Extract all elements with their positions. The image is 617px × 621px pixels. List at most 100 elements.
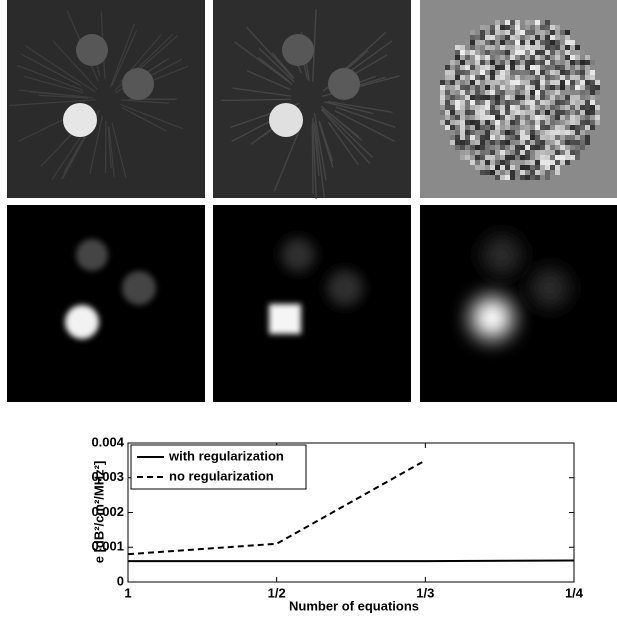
noise-cell: [480, 130, 485, 135]
noise-cell: [590, 70, 595, 75]
noise-cell: [505, 170, 510, 175]
noise-cell: [560, 150, 565, 155]
noise-cell: [500, 60, 505, 65]
noise-cell: [565, 60, 570, 65]
noise-cell: [490, 105, 495, 110]
noise-cell: [565, 150, 570, 155]
noise-cell: [465, 40, 470, 45]
noise-cell: [545, 105, 550, 110]
noise-cell: [440, 120, 445, 125]
noise-cell: [510, 145, 515, 150]
noise-cell: [585, 100, 590, 105]
noise-cell: [520, 45, 525, 50]
noise-cell: [550, 30, 555, 35]
noise-cell: [525, 25, 530, 30]
noise-cell: [545, 120, 550, 125]
noise-cell: [590, 75, 595, 80]
noise-cell: [465, 155, 470, 160]
noise-cell: [560, 30, 565, 35]
noise-cell: [470, 35, 475, 40]
noise-cell: [555, 120, 560, 125]
noise-cell: [575, 60, 580, 65]
noise-cell: [505, 100, 510, 105]
noise-cell: [505, 145, 510, 150]
noise-cell: [585, 130, 590, 135]
noise-cell: [565, 120, 570, 125]
noise-cell: [515, 35, 520, 40]
noise-cell: [460, 150, 465, 155]
noise-cell: [545, 170, 550, 175]
noise-cell: [500, 80, 505, 85]
noise-cell: [550, 70, 555, 75]
noise-cell: [520, 115, 525, 120]
noise-cell: [465, 140, 470, 145]
noise-cell: [495, 100, 500, 105]
noise-cell: [530, 80, 535, 85]
noise-cell: [505, 50, 510, 55]
noise-cell: [495, 55, 500, 60]
noise-cell: [520, 25, 525, 30]
noise-cell: [535, 160, 540, 165]
noise-cell: [590, 120, 595, 125]
noise-cell: [505, 105, 510, 110]
noise-cell: [535, 170, 540, 175]
noise-cell: [530, 130, 535, 135]
noise-cell: [540, 80, 545, 85]
noise-cell: [470, 125, 475, 130]
noise-cell: [550, 40, 555, 45]
noise-cell: [480, 145, 485, 150]
noise-cell: [450, 135, 455, 140]
noise-cell: [530, 145, 535, 150]
noise-cell: [485, 115, 490, 120]
noise-cell: [470, 135, 475, 140]
noise-cell: [515, 60, 520, 65]
noise-cell: [550, 35, 555, 40]
noise-cell: [540, 85, 545, 90]
noise-cell: [555, 105, 560, 110]
noise-cell: [510, 45, 515, 50]
noise-cell: [510, 35, 515, 40]
noise-cell: [565, 145, 570, 150]
noise-cell: [490, 115, 495, 120]
noise-cell: [540, 165, 545, 170]
noise-cell: [465, 80, 470, 85]
noise-cell: [565, 70, 570, 75]
noise-cell: [500, 70, 505, 75]
noise-cell: [510, 20, 515, 25]
noise-cell: [495, 75, 500, 80]
noise-cell: [515, 40, 520, 45]
noise-cell: [565, 155, 570, 160]
noise-cell: [530, 155, 535, 160]
noise-cell: [470, 105, 475, 110]
noise-cell: [480, 60, 485, 65]
noise-cell: [500, 160, 505, 165]
noise-cell: [555, 115, 560, 120]
noise-cell: [455, 70, 460, 75]
noise-cell: [545, 40, 550, 45]
noise-cell: [480, 85, 485, 90]
noise-cell: [545, 165, 550, 170]
noise-cell: [440, 115, 445, 120]
noise-cell: [495, 165, 500, 170]
noise-cell: [445, 115, 450, 120]
noise-cell: [470, 60, 475, 65]
noise-cell: [475, 110, 480, 115]
noise-cell: [505, 140, 510, 145]
noise-cell: [485, 50, 490, 55]
noise-cell: [535, 30, 540, 35]
noise-cell: [495, 170, 500, 175]
noise-cell: [495, 30, 500, 35]
noise-cell: [545, 160, 550, 165]
noise-cell: [475, 135, 480, 140]
noise-cell: [490, 150, 495, 155]
noise-cell: [540, 175, 545, 180]
noise-cell: [455, 110, 460, 115]
noise-cell: [465, 110, 470, 115]
noise-cell: [530, 20, 535, 25]
noise-cell: [545, 140, 550, 145]
noise-cell: [575, 95, 580, 100]
noise-cell: [495, 175, 500, 180]
x-tick-label: 1: [124, 585, 131, 600]
noise-cell: [535, 115, 540, 120]
noise-cell: [560, 80, 565, 85]
